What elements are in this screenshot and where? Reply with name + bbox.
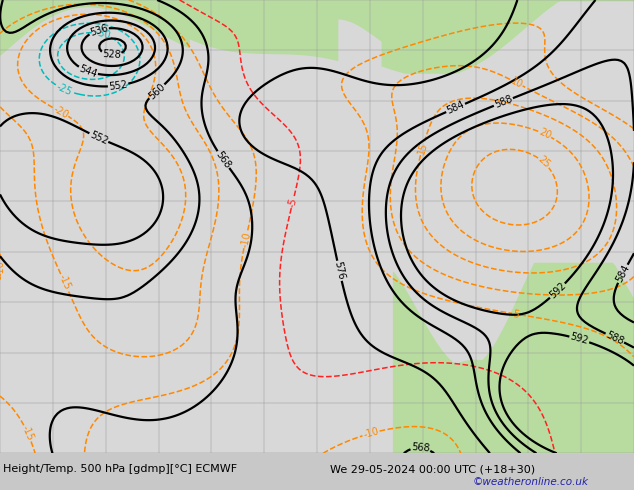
Text: 576: 576	[333, 261, 346, 281]
Text: 25: 25	[536, 154, 552, 171]
Text: 536: 536	[89, 23, 109, 38]
Text: -15: -15	[20, 424, 36, 442]
Text: 592: 592	[569, 332, 590, 346]
Text: 560: 560	[146, 81, 167, 101]
Text: 552: 552	[108, 79, 128, 92]
Text: 20: 20	[537, 127, 552, 141]
Text: 568: 568	[214, 149, 233, 170]
Text: 588: 588	[493, 94, 514, 110]
Text: -20: -20	[51, 103, 70, 120]
Text: -30: -30	[94, 27, 112, 41]
Text: -10: -10	[0, 260, 6, 276]
Text: 528: 528	[102, 49, 121, 60]
Text: -10: -10	[239, 231, 252, 248]
Text: We 29-05-2024 00:00 UTC (+18+30): We 29-05-2024 00:00 UTC (+18+30)	[330, 465, 535, 474]
Text: Height/Temp. 500 hPa [gdmp][°C] ECMWF: Height/Temp. 500 hPa [gdmp][°C] ECMWF	[3, 465, 237, 474]
Polygon shape	[417, 410, 445, 424]
Text: 584: 584	[445, 99, 466, 116]
Text: -5: -5	[287, 196, 299, 208]
Text: -15: -15	[56, 273, 72, 292]
Text: 568: 568	[411, 442, 430, 454]
Text: 15: 15	[416, 141, 429, 155]
Text: -25: -25	[55, 81, 73, 97]
Text: -10: -10	[362, 426, 380, 440]
Text: 584: 584	[614, 263, 631, 284]
Text: 552: 552	[88, 129, 110, 146]
Text: 588: 588	[604, 329, 625, 346]
Text: 10: 10	[508, 75, 524, 90]
Text: ©weatheronline.co.uk: ©weatheronline.co.uk	[472, 477, 588, 487]
Text: 5: 5	[512, 309, 520, 319]
Polygon shape	[501, 344, 539, 363]
Polygon shape	[553, 400, 588, 416]
Polygon shape	[452, 360, 500, 383]
Text: 544: 544	[77, 63, 98, 79]
Polygon shape	[588, 333, 616, 347]
Text: 592: 592	[547, 281, 567, 301]
